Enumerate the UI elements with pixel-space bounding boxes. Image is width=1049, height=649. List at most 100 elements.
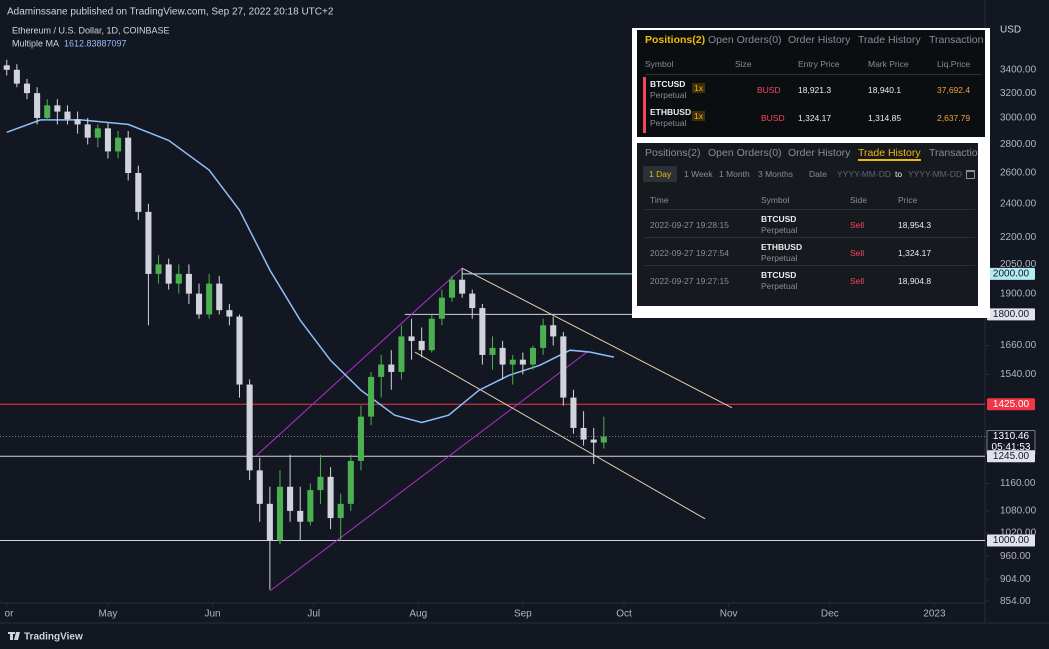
candle-body bbox=[44, 105, 51, 118]
date-separator: to bbox=[895, 169, 903, 179]
trade-contract: Perpetual bbox=[761, 281, 798, 291]
countdown: 05:41:53 bbox=[992, 442, 1031, 453]
tab[interactable]: Positions(2) bbox=[645, 147, 701, 159]
candle-body bbox=[499, 347, 506, 365]
candle-body bbox=[246, 384, 253, 471]
contract: Perpetual bbox=[650, 118, 687, 128]
date-input[interactable]: YYYY-MM-DD bbox=[837, 169, 891, 179]
trade-contract: Perpetual bbox=[761, 253, 798, 263]
column-header: Liq.Price bbox=[937, 59, 971, 69]
level-label-box bbox=[987, 308, 1035, 321]
x-tick-label: May bbox=[98, 609, 117, 620]
column-header: Symbol bbox=[761, 195, 790, 205]
column-header: Entry Price bbox=[798, 59, 840, 69]
trade-time: 2022-09-27 19:27:54 bbox=[650, 248, 729, 258]
tab[interactable]: Open Orders(0) bbox=[708, 34, 782, 46]
date-input[interactable]: YYYY-MM-DD bbox=[908, 169, 962, 179]
y-tick-label: 1900.00 bbox=[1000, 288, 1037, 299]
candle-body bbox=[570, 397, 577, 428]
trendline bbox=[269, 351, 588, 592]
period-button[interactable]: 1 Day bbox=[643, 166, 678, 182]
trade-price: 18,954.3 bbox=[898, 220, 932, 230]
candle-body bbox=[185, 273, 192, 294]
trade-side: Sell bbox=[850, 220, 865, 230]
plot bbox=[0, 59, 985, 592]
candle-body bbox=[448, 279, 456, 298]
candle-body bbox=[398, 336, 405, 372]
candle-body bbox=[195, 293, 203, 315]
trade-time: 2022-09-27 19:28:15 bbox=[650, 220, 729, 230]
column-header: Size bbox=[735, 59, 752, 69]
y-tick-label: 2800.00 bbox=[1000, 139, 1037, 150]
candle-body bbox=[84, 124, 91, 138]
candle-body bbox=[297, 510, 304, 522]
candle-body bbox=[135, 172, 142, 212]
candle-body bbox=[175, 273, 182, 284]
trade-price: 18,904.8 bbox=[898, 276, 932, 286]
ma-line bbox=[6, 119, 615, 424]
tab[interactable]: Open Orders(0) bbox=[708, 147, 782, 159]
x-tick-label: Sep bbox=[514, 609, 532, 620]
x-tick-label: Dec bbox=[821, 609, 839, 620]
candle-body bbox=[125, 137, 132, 173]
date-label: Date bbox=[809, 169, 827, 179]
candle-body bbox=[378, 364, 385, 377]
y-tick-label: 1160.00 bbox=[1000, 478, 1036, 489]
ma-legend: Multiple MA bbox=[12, 38, 59, 48]
row-divider bbox=[645, 74, 981, 75]
tab[interactable]: Trade History bbox=[858, 34, 921, 46]
leverage: 1x bbox=[692, 111, 705, 121]
candle-body bbox=[529, 347, 537, 365]
row-divider bbox=[645, 265, 975, 266]
candle-body bbox=[418, 340, 425, 351]
symbol: BTCUSD bbox=[650, 79, 686, 89]
period-button[interactable]: 1 Month bbox=[719, 169, 750, 179]
trendline bbox=[414, 351, 706, 520]
candle-body bbox=[550, 325, 557, 337]
candle-body bbox=[368, 376, 375, 417]
tab[interactable]: Trade History bbox=[858, 147, 921, 161]
tab[interactable]: Order History bbox=[788, 34, 851, 46]
level-label: 1000.00 bbox=[993, 535, 1030, 546]
y-tick-label: 1020.00 bbox=[1000, 528, 1037, 539]
candle-body bbox=[600, 436, 607, 443]
y-tick-label: 1660.00 bbox=[1000, 340, 1037, 351]
y-tick-label: 1080.00 bbox=[1000, 506, 1037, 517]
candle-body bbox=[64, 111, 71, 120]
tab[interactable]: Transaction bbox=[929, 147, 978, 159]
trendline bbox=[461, 267, 733, 409]
candle-body bbox=[327, 476, 334, 519]
period-button[interactable]: 1 Week bbox=[684, 169, 713, 179]
margin: BUSD bbox=[757, 85, 781, 95]
y-tick-label: 2600.00 bbox=[1000, 168, 1037, 179]
currency: USD bbox=[1000, 25, 1021, 36]
candle-body bbox=[13, 69, 20, 84]
x-tick-label: Jul bbox=[307, 609, 320, 620]
candle-body bbox=[236, 316, 243, 385]
column-header: Price bbox=[898, 195, 918, 205]
candle-body bbox=[459, 279, 466, 294]
period-button[interactable]: 3 Months bbox=[758, 169, 793, 179]
tab[interactable]: Positions(2) bbox=[645, 34, 706, 46]
candle-body bbox=[256, 470, 263, 504]
candle-body bbox=[104, 128, 111, 152]
symbol: ETHBUSD bbox=[650, 107, 692, 117]
trade-side: Sell bbox=[850, 276, 865, 286]
calendar-icon[interactable] bbox=[966, 170, 975, 179]
mark-price: 1,314.85 bbox=[868, 113, 902, 123]
trade-time: 2022-09-27 19:27:15 bbox=[650, 276, 729, 286]
level-label: 1800.00 bbox=[993, 309, 1030, 320]
tab[interactable]: Transaction bbox=[929, 34, 984, 46]
candle-body bbox=[347, 460, 354, 504]
column-header: Mark Price bbox=[868, 59, 909, 69]
tab[interactable]: Order History bbox=[788, 147, 851, 159]
y-tick-label: 1540.00 bbox=[1000, 369, 1037, 380]
candle-body bbox=[438, 297, 445, 319]
column-header: Symbol bbox=[645, 59, 674, 69]
candle-body bbox=[216, 283, 223, 311]
candle-body bbox=[357, 416, 364, 461]
candle-body bbox=[155, 264, 162, 274]
candle-body bbox=[34, 93, 41, 118]
candle-body bbox=[519, 359, 526, 365]
